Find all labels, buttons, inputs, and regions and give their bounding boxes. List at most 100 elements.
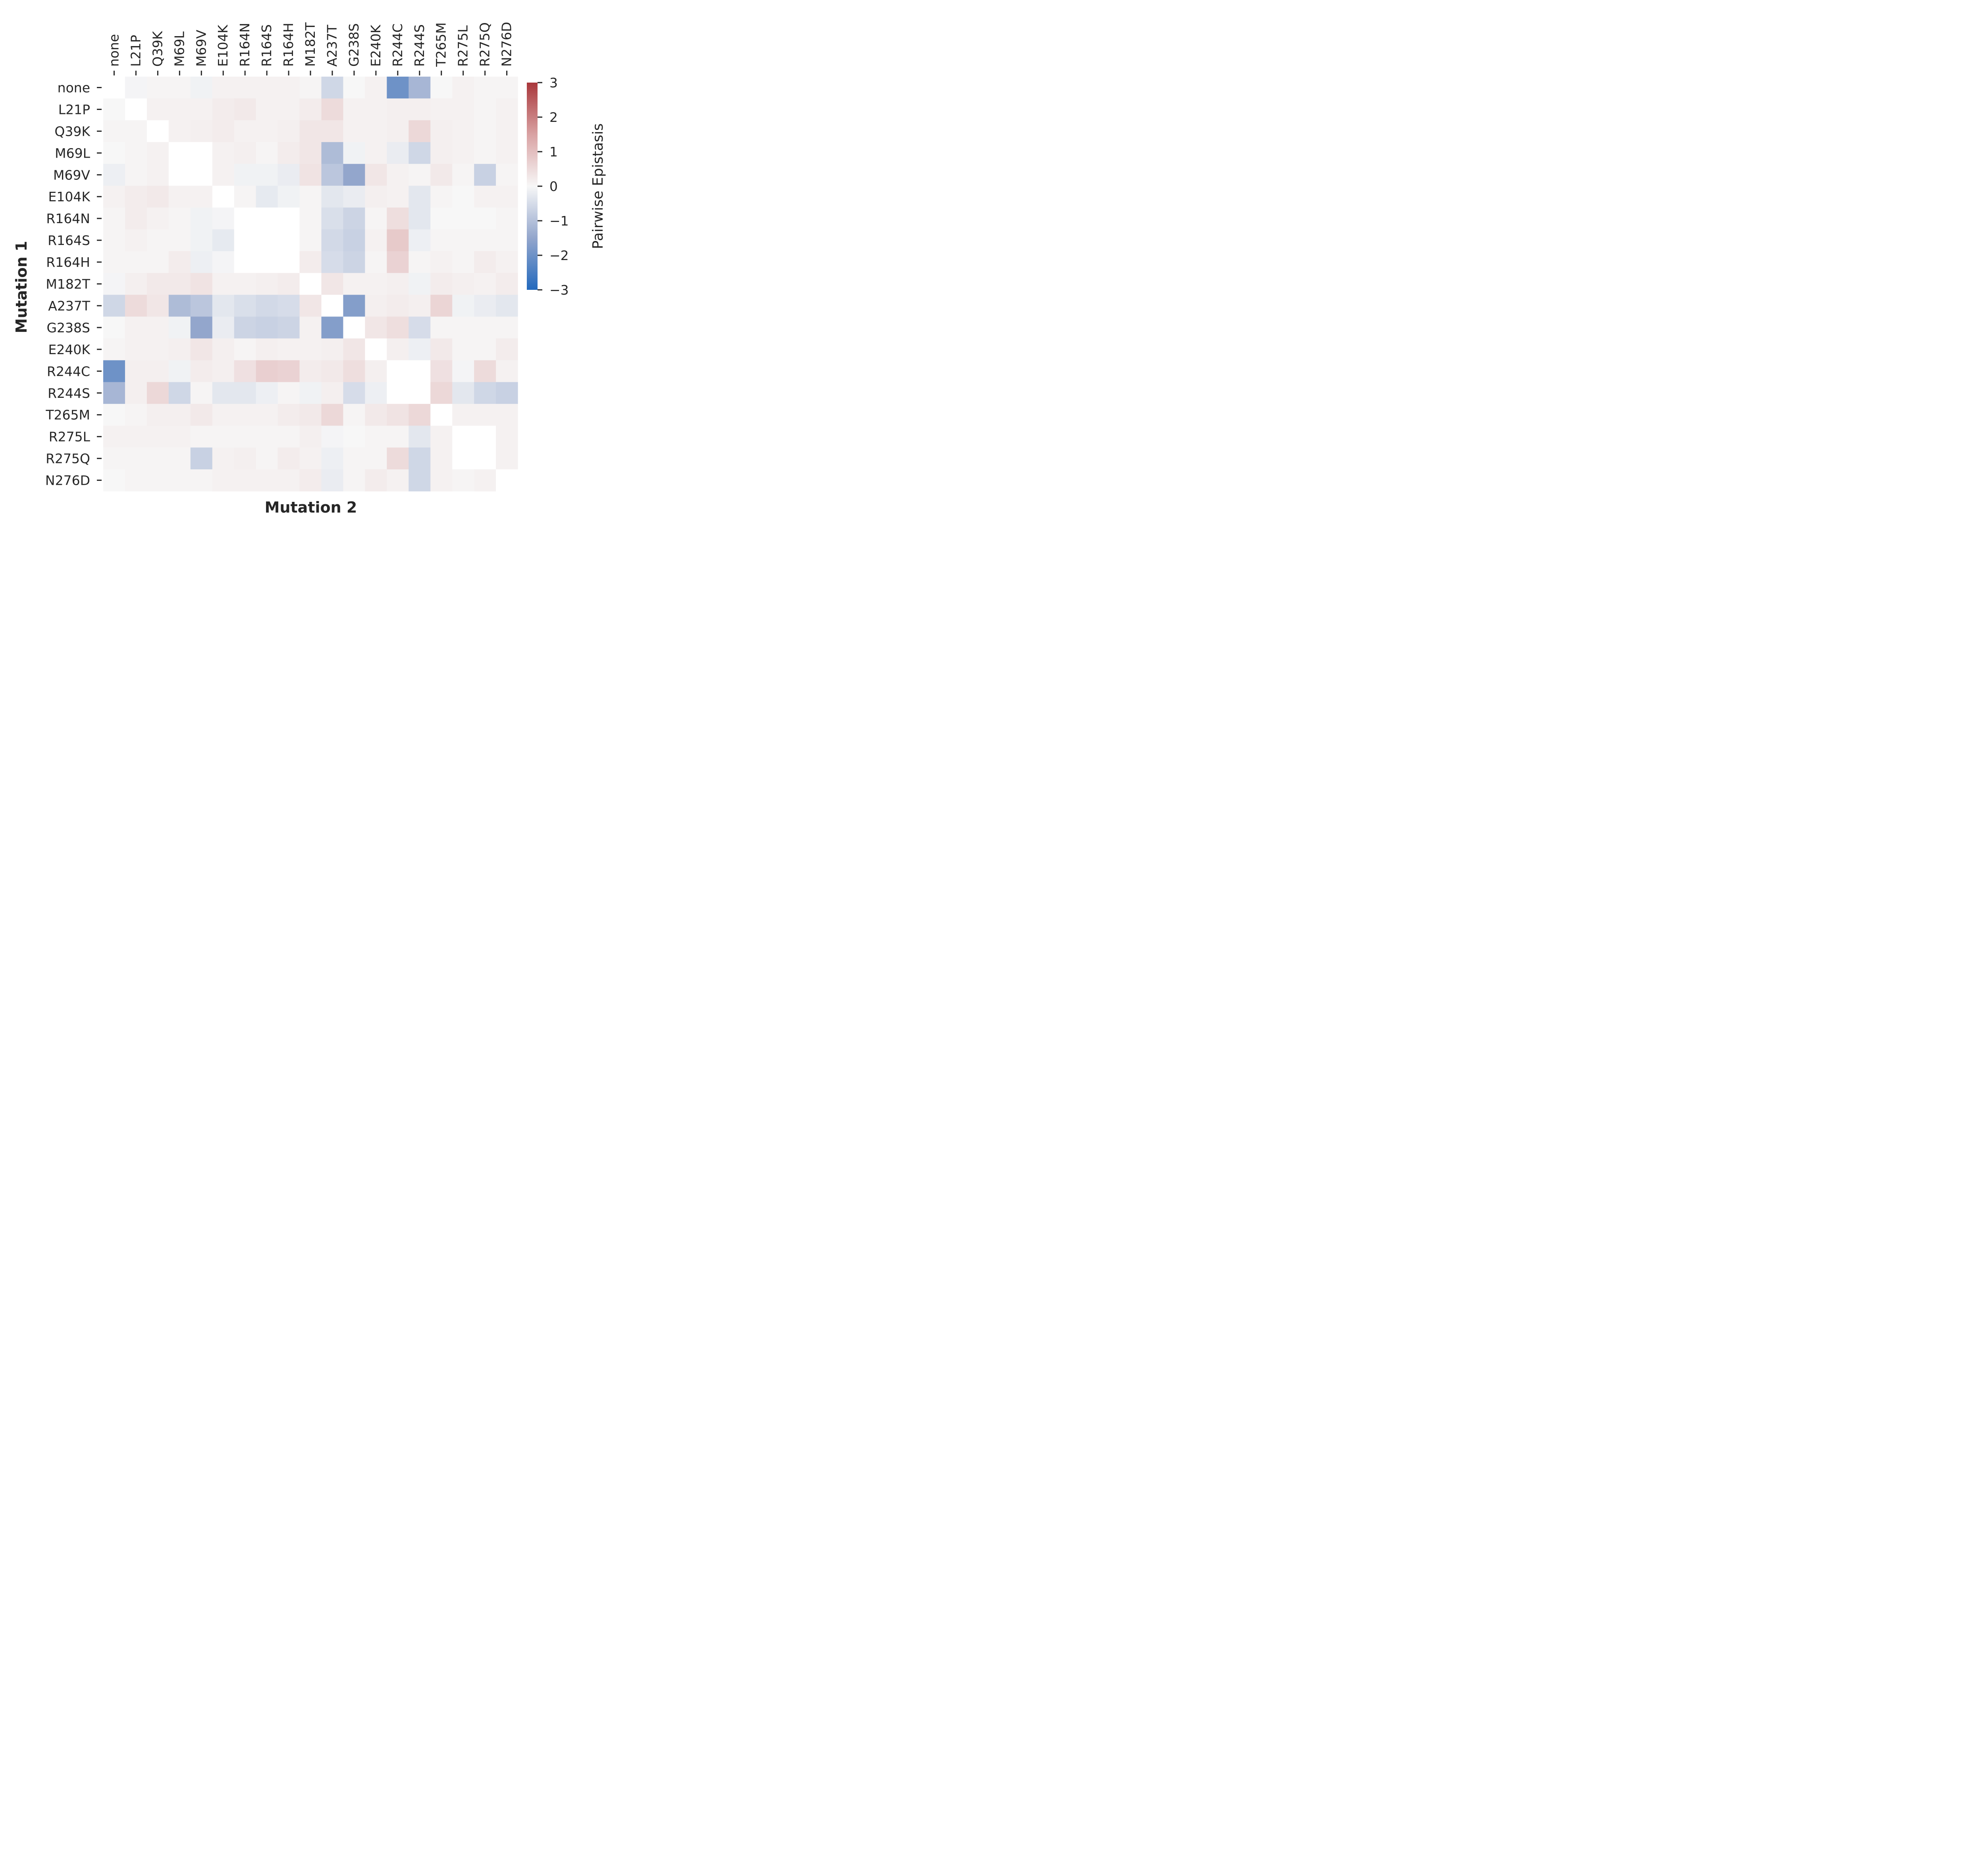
heatmap-cell — [474, 360, 496, 382]
heatmap-cell — [190, 360, 213, 382]
heatmap-cell — [474, 469, 496, 492]
heatmap-cell — [256, 360, 278, 382]
heatmap-cell — [343, 98, 365, 121]
heatmap-cell — [452, 77, 474, 99]
heatmap-cell — [125, 229, 147, 252]
heatmap-cell — [409, 469, 431, 492]
heatmap-cell — [146, 185, 169, 208]
heatmap-cell — [256, 447, 278, 470]
heatmap-cell — [387, 295, 409, 317]
heatmap-cell — [146, 229, 169, 252]
heatmap-cell — [409, 447, 431, 470]
heatmap-cell — [321, 251, 344, 274]
heatmap-cell — [321, 469, 344, 492]
heatmap-cell — [321, 426, 344, 448]
heatmap-cell — [430, 120, 453, 143]
heatmap-cell — [103, 382, 125, 404]
colorbar-tick-label: 0 — [549, 179, 558, 194]
heatmap-cell — [321, 273, 344, 295]
heatmap-cell — [125, 164, 147, 186]
heatmap-cell — [430, 229, 453, 252]
heatmap-cell — [103, 207, 125, 230]
colorbar-tick-label: −1 — [549, 213, 569, 229]
heatmap-cell — [125, 251, 147, 274]
heatmap-cell — [387, 229, 409, 252]
heatmap-cell — [409, 229, 431, 252]
colorbar-ticks: 3 2 1 0 −1 −2 −3 — [538, 75, 569, 298]
heatmap-cell — [496, 77, 518, 99]
heatmap-cell — [146, 469, 169, 492]
heatmap-cell — [278, 469, 300, 492]
heatmap-cell — [474, 185, 496, 208]
heatmap-cell — [212, 295, 235, 317]
heatmap-cell — [190, 295, 213, 317]
heatmap-cell — [256, 185, 278, 208]
heatmap-cell — [430, 360, 453, 382]
heatmap-cell — [278, 207, 300, 230]
heatmap-cell — [103, 273, 125, 295]
heatmap-cell — [496, 447, 518, 470]
heatmap-cell — [234, 273, 256, 295]
heatmap-cell — [365, 185, 387, 208]
heatmap-cell — [343, 77, 365, 99]
heatmap-cell — [321, 338, 344, 361]
heatmap-cell — [496, 404, 518, 426]
heatmap-cell — [496, 120, 518, 143]
heatmap-cell — [234, 316, 256, 339]
heatmap-cell — [321, 295, 344, 317]
heatmap-cell — [212, 207, 235, 230]
heatmap-cell — [474, 142, 496, 164]
heatmap-cell — [256, 120, 278, 143]
colorbar-label: Pairwise Epistasis — [590, 123, 606, 249]
heatmap-cell — [168, 273, 191, 295]
heatmap-cell — [212, 469, 235, 492]
heatmap-cell — [278, 164, 300, 186]
heatmap-cell — [299, 295, 322, 317]
x-tick-label: R275Q — [477, 22, 493, 67]
heatmap-cell — [299, 382, 322, 404]
x-tick-label: E240K — [368, 24, 384, 67]
heatmap-cell — [103, 295, 125, 317]
heatmap-cell — [343, 142, 365, 164]
heatmap-cell — [168, 316, 191, 339]
heatmap-cell — [212, 360, 235, 382]
y-tick-label: R275Q — [46, 451, 90, 467]
heatmap-cell — [409, 404, 431, 426]
heatmap-cell — [321, 142, 344, 164]
heatmap-cell — [146, 404, 169, 426]
heatmap-cell — [496, 142, 518, 164]
heatmap-cell — [299, 338, 322, 361]
x-tick-label: Q39K — [150, 31, 165, 67]
heatmap-cell — [256, 273, 278, 295]
heatmap-cell — [212, 382, 235, 404]
x-tick-label: R244S — [412, 24, 427, 67]
heatmap-cell — [365, 120, 387, 143]
heatmap-cell — [278, 98, 300, 121]
x-tick-label: M69L — [172, 31, 187, 67]
heatmap-cell — [343, 120, 365, 143]
colorbar-tick-label: 1 — [549, 144, 558, 160]
heatmap-cell — [474, 295, 496, 317]
x-tick-label: G238S — [346, 23, 362, 67]
heatmap-cell — [278, 273, 300, 295]
heatmap-cell — [299, 273, 322, 295]
heatmap-cell — [212, 404, 235, 426]
heatmap-cell — [299, 316, 322, 339]
heatmap-cell — [474, 447, 496, 470]
heatmap-cell — [103, 185, 125, 208]
heatmap-cell — [430, 295, 453, 317]
heatmap-cell — [103, 77, 125, 99]
heatmap-cell — [343, 360, 365, 382]
heatmap-cell — [496, 360, 518, 382]
heatmap-cell — [168, 185, 191, 208]
heatmap-cell — [409, 316, 431, 339]
heatmap-cell — [387, 338, 409, 361]
heatmap-cell — [343, 251, 365, 274]
heatmap-cell — [125, 185, 147, 208]
heatmap-cell — [278, 120, 300, 143]
heatmap-cell — [299, 229, 322, 252]
heatmap-cell — [234, 447, 256, 470]
heatmap-cell — [234, 229, 256, 252]
heatmap-cell — [365, 404, 387, 426]
heatmap-cell — [452, 273, 474, 295]
